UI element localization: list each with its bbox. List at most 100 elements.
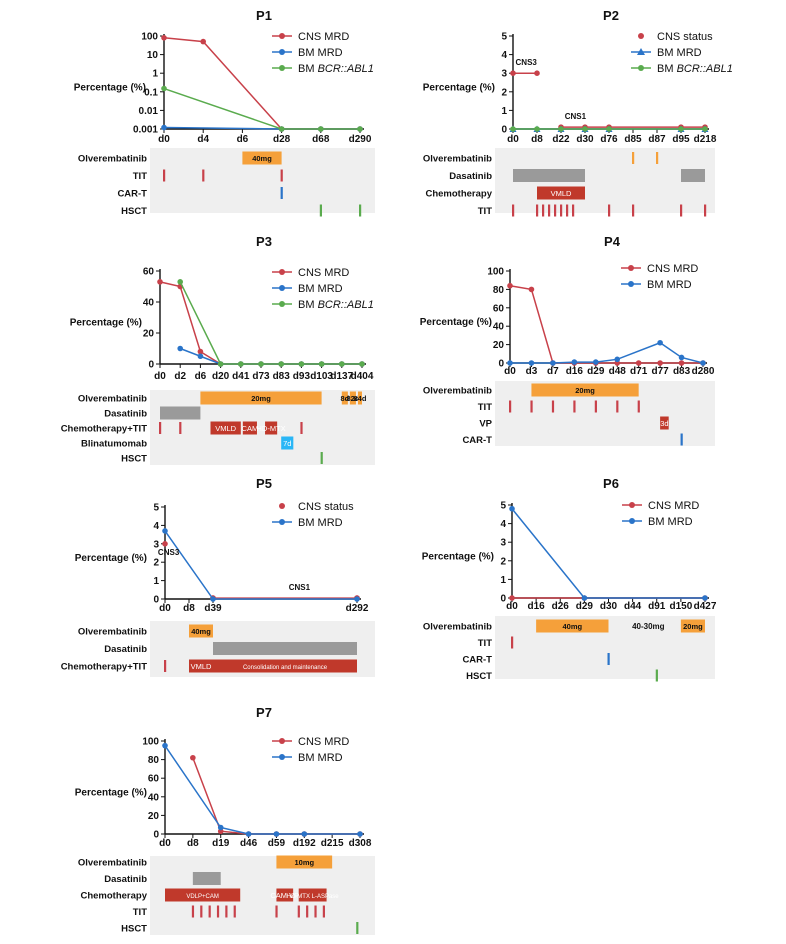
y-tick-label: 0	[148, 360, 154, 371]
y-tick-label: 3	[501, 69, 507, 80]
timeline-tick	[322, 905, 325, 918]
timeline-bar-label: 3d	[660, 419, 668, 428]
timeline-row-label: TIT	[478, 402, 492, 413]
timeline-bar-label: VDLP+CAM	[186, 894, 219, 900]
y-tick-label: 5	[501, 32, 507, 43]
data-point	[162, 541, 168, 547]
timeline-row-label: Olverembatinib	[423, 386, 492, 397]
legend-label: BM MRD	[298, 517, 343, 529]
y-tick-label: 80	[493, 285, 505, 296]
legend-label: CNS MRD	[298, 31, 349, 43]
x-tick-label: d192	[293, 838, 316, 849]
timeline-text-label: 40-30mg	[632, 622, 665, 631]
legend-swatch-marker	[279, 301, 285, 307]
data-point	[678, 354, 685, 361]
timeline-tick	[560, 204, 563, 217]
x-tick-label: d39	[204, 603, 222, 614]
x-tick-label: d280	[692, 366, 715, 377]
timeline-bar-label: 10mg	[294, 858, 314, 867]
timeline-bar	[276, 888, 294, 902]
x-tick-label: d26	[552, 601, 570, 612]
legend-label-text: CNS MRD	[298, 31, 349, 43]
y-tick-label: 60	[493, 303, 505, 314]
data-point	[582, 126, 588, 132]
timeline-bar	[213, 659, 357, 673]
y-tick-label: 4	[500, 519, 506, 530]
timeline-row-label: Olverembatinib	[78, 627, 147, 638]
x-tick-label: d30	[576, 134, 594, 145]
y-tick-label: 0	[153, 595, 159, 606]
data-point	[507, 282, 513, 289]
legend-swatch-marker	[279, 285, 285, 291]
data-point	[558, 126, 564, 132]
x-tick-label: d292	[346, 603, 369, 614]
timeline-tick	[216, 905, 220, 918]
data-point	[157, 279, 163, 285]
timeline-bar	[681, 169, 705, 182]
timeline-tick	[314, 905, 317, 918]
x-tick-label: d76	[600, 134, 618, 145]
y-tick-label: 80	[148, 755, 160, 766]
timeline-bar-label: 40mg	[252, 154, 272, 163]
chart-title: P4	[604, 234, 621, 249]
data-point	[177, 279, 183, 285]
timeline-bar-label: 20mg	[683, 622, 703, 631]
data-point	[528, 286, 535, 293]
legend-swatch-marker	[279, 33, 285, 39]
y-axis-label: Percentage (%)	[423, 83, 495, 94]
timeline-tick	[233, 905, 236, 918]
data-point	[162, 528, 168, 534]
data-point	[301, 831, 308, 837]
x-tick-label: d77	[651, 366, 669, 377]
x-tick-label: d83	[273, 371, 291, 382]
data-point	[678, 126, 684, 132]
legend-label-text: BM MRD	[298, 47, 343, 59]
series-line	[509, 284, 703, 364]
y-tick-label: 0.01	[139, 106, 159, 117]
legend-label: BM MRD	[298, 283, 343, 295]
timeline-tick	[572, 204, 575, 217]
timeline-tick	[356, 922, 359, 934]
timeline-tick	[300, 422, 303, 434]
y-tick-label: 0	[500, 594, 506, 605]
series-line	[164, 745, 360, 835]
x-tick-label: d103	[310, 371, 333, 382]
timeline-row-label: Olverembatinib	[78, 154, 147, 165]
y-tick-label: 40	[148, 792, 160, 803]
data-point	[510, 70, 516, 76]
series-line	[163, 87, 360, 130]
x-tick-label: d404	[351, 371, 374, 382]
y-tick-label: 0.1	[144, 87, 158, 98]
x-tick-label: d137	[330, 371, 353, 382]
timeline-tick	[542, 204, 545, 217]
timeline-row-label: Dasatinib	[104, 409, 147, 420]
data-point	[657, 339, 663, 346]
timeline-tick	[319, 204, 322, 217]
y-tick-label: 20	[143, 329, 155, 340]
timeline-tick	[359, 204, 362, 217]
x-tick-label: d215	[321, 838, 344, 849]
timeline-bar-label: 84d	[354, 394, 367, 403]
annotation-label: CNS3	[158, 548, 180, 557]
timeline-bar-label: CAM VP	[270, 891, 299, 900]
legend-swatch-marker	[279, 519, 285, 525]
x-tick-label: d16	[566, 366, 584, 377]
timeline-row-label: CAR-T	[462, 655, 492, 666]
y-tick-label: 20	[493, 340, 505, 351]
timeline-tick	[616, 400, 619, 413]
legend-swatch-marker	[629, 502, 635, 508]
y-tick-label: 100	[487, 267, 504, 278]
timeline-bar	[513, 169, 585, 182]
timeline-bar-label: HD-MTX	[257, 424, 286, 433]
timeline-bar	[210, 421, 241, 435]
timeline-tick	[320, 452, 323, 464]
timeline-row-label: CAR-T	[117, 189, 147, 200]
timeline-tick	[512, 204, 515, 217]
timeline-tick	[536, 204, 539, 217]
timeline-bar	[341, 391, 348, 405]
data-point	[245, 831, 252, 837]
legend-label-text: CNS MRD	[298, 267, 349, 279]
x-tick-label: d46	[240, 838, 258, 849]
x-tick-label: d20	[212, 371, 230, 382]
